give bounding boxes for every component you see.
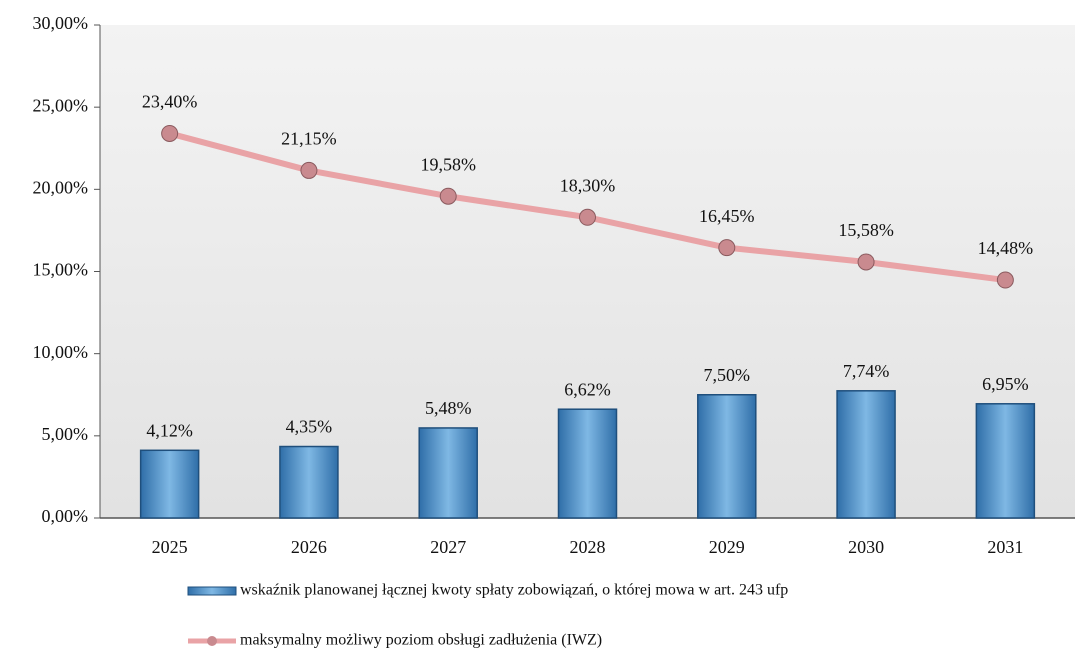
bar bbox=[836, 390, 896, 519]
legend-label: maksymalny możliwy poziom obsługi zadłuż… bbox=[240, 632, 602, 649]
data-label: 7,50% bbox=[704, 365, 751, 385]
y-tick-label: 10,00% bbox=[33, 342, 89, 362]
x-tick-label: 2026 bbox=[291, 537, 327, 557]
x-tick-label: 2025 bbox=[152, 537, 188, 557]
data-label: 15,58% bbox=[838, 220, 894, 240]
data-label: 18,30% bbox=[560, 175, 616, 195]
data-label: 16,45% bbox=[699, 206, 755, 226]
data-label: 19,58% bbox=[420, 154, 476, 174]
line-marker bbox=[161, 124, 179, 142]
x-tick-label: 2027 bbox=[430, 537, 466, 557]
line-marker bbox=[857, 253, 875, 271]
y-tick-label: 30,00% bbox=[33, 13, 89, 33]
x-tick-label: 2030 bbox=[848, 537, 884, 557]
data-label: 4,35% bbox=[286, 417, 333, 437]
x-tick-label: 2028 bbox=[570, 537, 606, 557]
data-label: 21,15% bbox=[281, 129, 337, 149]
data-label: 6,62% bbox=[564, 379, 611, 399]
bar bbox=[697, 394, 757, 519]
bar bbox=[139, 449, 200, 519]
x-tick-label: 2031 bbox=[987, 537, 1023, 557]
line-marker bbox=[439, 187, 457, 205]
data-label: 5,48% bbox=[425, 398, 472, 418]
bar bbox=[279, 445, 339, 519]
y-tick-label: 25,00% bbox=[33, 95, 89, 115]
line-marker bbox=[579, 208, 596, 226]
data-label: 4,12% bbox=[146, 420, 193, 440]
legend-label: wskaźnik planowanej łącznej kwoty spłaty… bbox=[240, 582, 788, 599]
bar bbox=[557, 408, 618, 519]
y-tick-label: 5,00% bbox=[42, 424, 89, 444]
line-marker bbox=[996, 271, 1014, 289]
legend-marker bbox=[207, 636, 217, 646]
data-label: 7,74% bbox=[843, 361, 890, 381]
bar bbox=[418, 427, 478, 519]
line-marker bbox=[718, 239, 736, 257]
data-label: 14,48% bbox=[978, 238, 1034, 258]
y-tick-label: 15,00% bbox=[33, 260, 89, 280]
line-marker bbox=[300, 161, 318, 179]
y-tick-label: 20,00% bbox=[33, 177, 89, 197]
data-label: 6,95% bbox=[982, 374, 1029, 394]
data-label: 23,40% bbox=[142, 92, 198, 112]
x-tick-label: 2029 bbox=[709, 537, 745, 557]
legend-swatch bbox=[187, 586, 237, 596]
y-tick-label: 0,00% bbox=[42, 506, 89, 526]
bar bbox=[975, 403, 1036, 519]
